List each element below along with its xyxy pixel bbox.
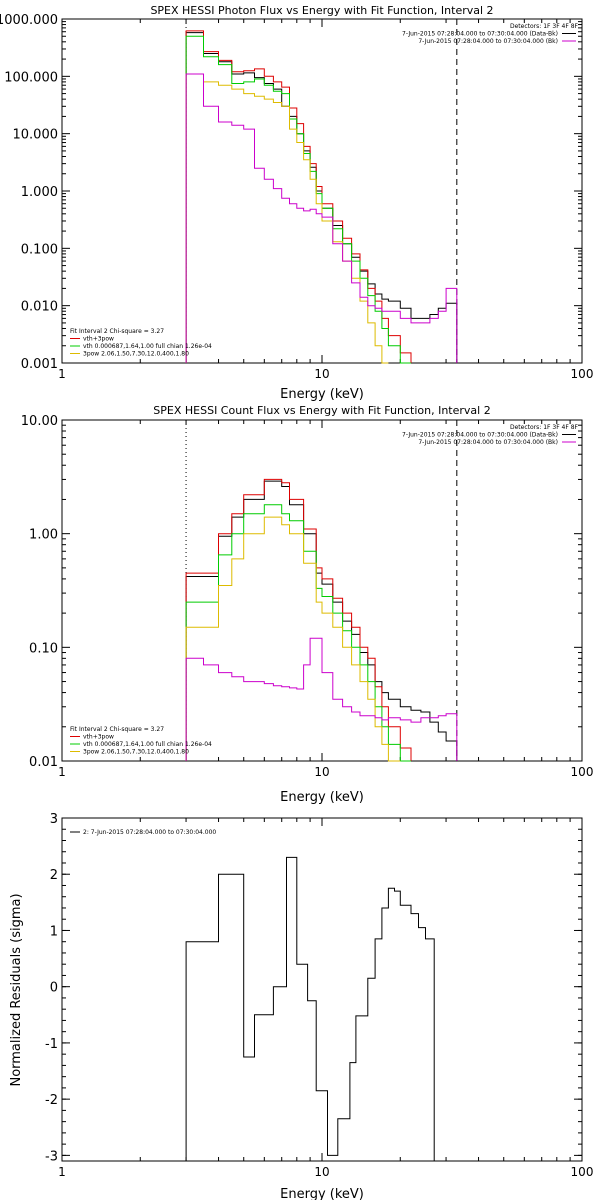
photon-fit-legend-entry-3: 3pow 2.06,1.50,7.30,12.0,400,1.80 [83,351,189,358]
count-fit-legend-entry-3: 3pow 2.06,1.50,7.30,12.0,400,1.80 [83,749,189,756]
residuals-plot-frame [61,817,583,1162]
photon-x-axis-label: Energy (keV) [280,387,364,402]
count-fit-legend-entry-1: vth+3pow [83,734,114,741]
count-x-axis-label: Energy (keV) [280,790,364,805]
residuals-y-tick-label-0: -3 [45,1149,58,1164]
photon-series-0 [185,32,458,363]
residuals-series-0 [185,856,435,1161]
residuals-panel: 1 10 100 -3 -2 -1 0 1 2 3 2: 7-Jun-2015 07:28:04.0… [9,812,593,1200]
photon-x-tick-label-2: 100 [571,367,594,381]
count-series-1 [185,478,412,761]
count-flux-panel: SPEX HESSI Count Flux vs Energy with Fit… [21,404,594,805]
residuals-y-tick-label-1: -2 [45,1093,58,1108]
count-fit-legend-entry-0: Fit Interval 2 Chi-square = 3.27 [70,726,164,733]
photon-fit-legend-entry-0: Fit Interval 2 Chi-square = 3.27 [70,328,164,335]
residuals-legend-entry-0: 2: 7-Jun-2015 07:28:04.000 to 07:30:04.0… [83,829,216,836]
photon-y-tick-label-2: 0.100 [21,242,58,257]
count-y-tick-label-2: 1.00 [29,528,58,543]
count-series-3 [185,516,401,762]
count-plot-marks: 1 10 100 0.01 0.10 1.00 10.00 Detectors: 1F 3F … [21,414,594,779]
photon-fit-legend-entry-2: vth 0.000687,1.64,1.00 full chian 1.26e-… [83,343,212,350]
photon-y-tick-label-5: 100.000 [4,70,58,85]
count-series-2 [185,504,411,762]
photon-x-tick-label-1: 10 [314,367,329,381]
count-y-tick-label-3: 10.00 [21,414,58,429]
count-y-tick-label-0: 0.01 [29,755,58,770]
residuals-y-axis-label: Normalized Residuals (sigma) [9,893,24,1086]
residuals-plot-marks: 1 10 100 -3 -2 -1 0 1 2 3 2: 7-Jun-2015 07:28:04.0… [45,812,593,1179]
count-x-tick-label-1: 10 [314,765,329,779]
count-x-tick-label-2: 100 [571,765,594,779]
photon-plot-marks: 1 10 100 0.001 0.010 0.100 1.000 10.000 100.000 1… [0,13,593,381]
residuals-y-tick-label-2: -1 [45,1037,58,1052]
photon-series-4 [185,73,458,363]
count-x-tick-label-0: 1 [58,765,66,779]
count-series-4 [185,637,458,761]
photon-flux-panel: SPEX HESSI Photon Flux vs Energy with Fi… [0,4,593,402]
count-legend-entry-2: 7-Jun-2015 07:28:04.000 to 07:30:04.000 … [418,439,558,446]
photon-series-3 [185,73,389,364]
count-legend-entry-0: Detectors: 1F 3F 4F 8F [510,424,579,431]
photon-fit-legend-entry-1: vth+3pow [83,336,114,343]
photon-y-tick-label-4: 10.000 [13,128,59,143]
count-series-0 [185,480,458,761]
photon-y-tick-label-3: 1.000 [21,185,58,200]
photon-y-tick-label-6: 1000.000 [0,13,58,28]
count-y-tick-label-1: 0.10 [29,641,58,656]
count-fit-legend-entry-2: vth 0.000687,1.64,1.00 full chian 1.26e-… [83,741,212,748]
residuals-x-axis-label: Energy (keV) [280,1187,364,1200]
photon-y-tick-label-1: 0.010 [21,300,58,315]
residuals-x-tick-label-1: 10 [314,1165,329,1179]
photon-legend-entry-1: 7-Jun-2015 07:28:04.000 to 07:30:04.000 … [402,31,558,38]
photon-y-tick-label-0: 0.001 [21,357,58,372]
residuals-x-tick-label-0: 1 [58,1165,66,1179]
photon-legend-entry-0: Detectors: 1F 3F 4F 8F [510,23,579,30]
residuals-x-tick-label-2: 100 [571,1165,594,1179]
photon-series-2 [185,35,411,364]
residuals-y-tick-label-4: 1 [50,924,58,939]
residuals-y-tick-label-6: 3 [50,812,58,827]
count-legend-entry-1: 7-Jun-2015 07:28:04.000 to 07:30:04.000 … [402,432,558,439]
residuals-y-tick-label-5: 2 [50,868,58,883]
residuals-y-tick-label-3: 0 [50,981,58,996]
count-chart-title: SPEX HESSI Count Flux vs Energy with Fit… [153,404,490,417]
photon-x-tick-label-0: 1 [58,367,66,381]
photon-chart-title: SPEX HESSI Photon Flux vs Energy with Fi… [150,4,493,17]
photon-legend-entry-2: 7-Jun-2015 07:28:04.000 to 07:30:04.000 … [418,38,558,45]
photon-series-1 [185,30,412,363]
